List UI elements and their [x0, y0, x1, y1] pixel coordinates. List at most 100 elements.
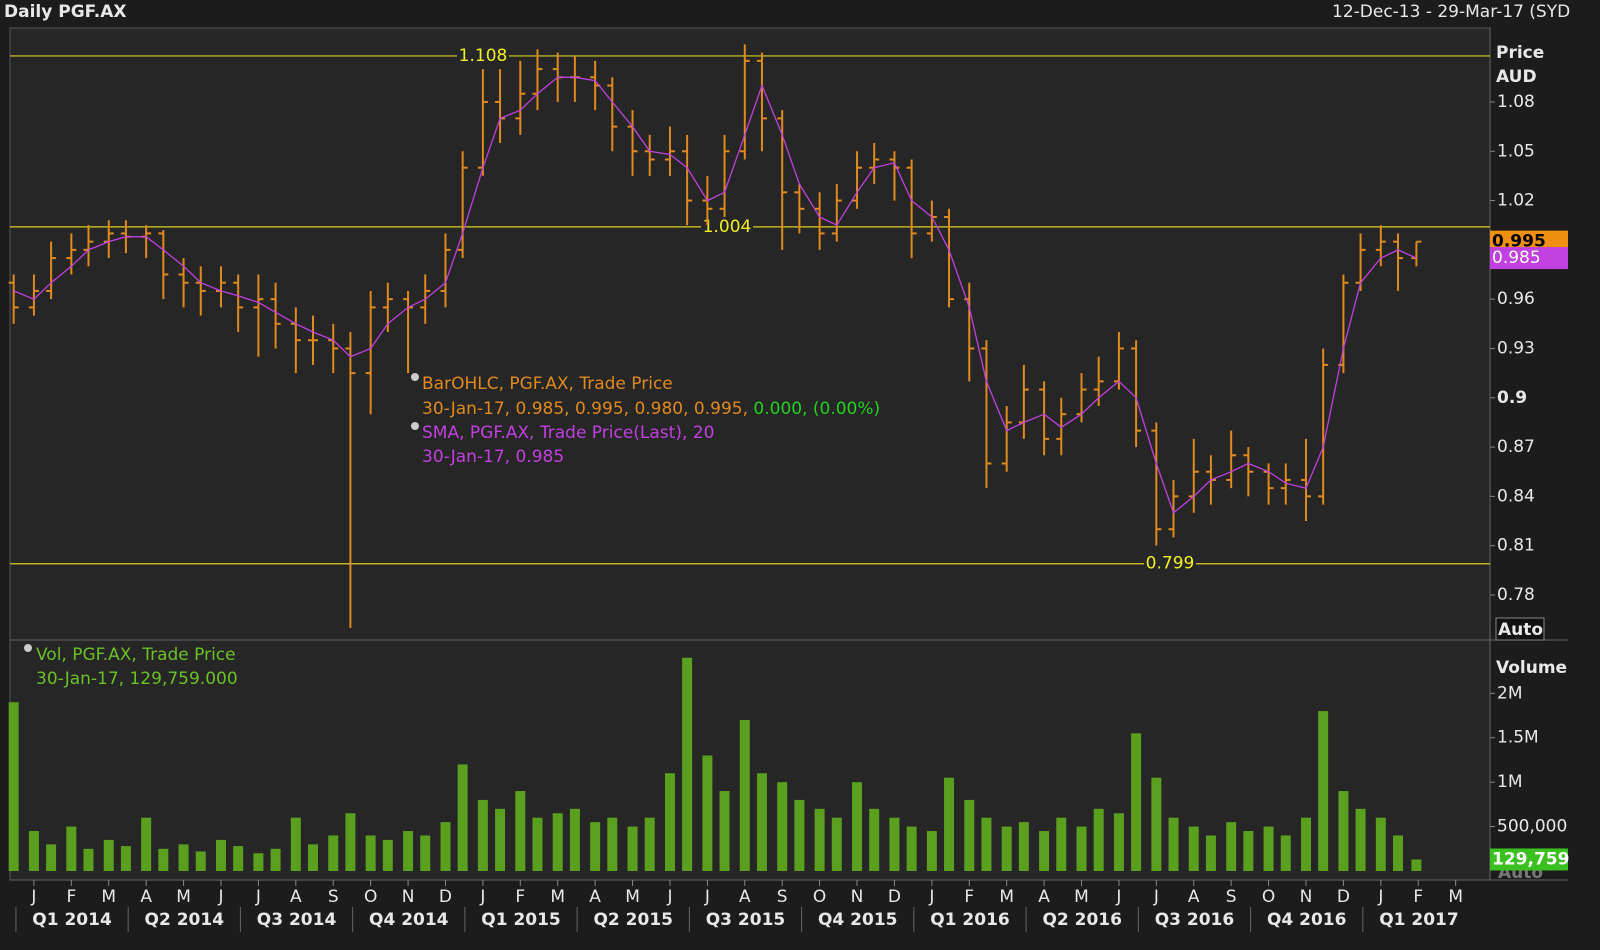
axis-title: Price — [1496, 43, 1544, 63]
volume-bar — [869, 808, 880, 871]
volume-bar — [120, 846, 131, 871]
y-tick-label: 1M — [1497, 772, 1522, 792]
volume-bar — [83, 848, 94, 871]
axis-unit: AUD — [1496, 67, 1537, 87]
sma-line — [13, 76, 1417, 514]
volume-bar — [1300, 817, 1311, 871]
reference-label-bg — [1144, 553, 1196, 574]
quarter-label: Q1 2016 — [930, 910, 1010, 930]
volume-bar — [1151, 777, 1162, 871]
x-tick-label: N — [1300, 887, 1313, 907]
x-tick-label: A — [140, 887, 152, 907]
volume-bar — [495, 808, 506, 871]
legend-handle[interactable] — [411, 373, 419, 381]
volume-bar — [702, 755, 713, 871]
x-tick-label: J — [30, 887, 36, 907]
x-tick-label: A — [589, 887, 601, 907]
volume-bar — [1338, 791, 1349, 871]
volume-bar — [158, 848, 169, 871]
volume-bar — [215, 839, 226, 871]
volume-bar — [664, 773, 675, 871]
volume-bar — [345, 813, 356, 871]
axis-mode-box[interactable] — [1495, 617, 1545, 641]
quarter-label: Q4 2016 — [1267, 910, 1347, 930]
y-tick-label: 0.87 — [1497, 437, 1535, 457]
reference-label: 0.799 — [1146, 554, 1195, 574]
plot-area — [9, 27, 1491, 881]
x-tick-label: M — [1448, 887, 1463, 907]
legend-label: BarOHLC, PGF.AX, Trade Price — [422, 374, 673, 394]
volume-bar — [1243, 831, 1254, 871]
volume-bar — [644, 817, 655, 871]
x-tick-label: M — [1074, 887, 1089, 907]
last-value-label: 0.995 — [1492, 232, 1546, 252]
x-tick-label: O — [1262, 887, 1275, 907]
volume-bar — [1168, 817, 1179, 871]
volume-bar — [590, 822, 601, 871]
quarter-label: Q1 2014 — [32, 910, 112, 930]
volume-bar — [1280, 835, 1291, 871]
reference-label: 1.004 — [703, 217, 752, 237]
y-tick-label: 0.9 — [1497, 388, 1527, 408]
volume-bar — [457, 764, 468, 871]
last-value-label: 0.985 — [1492, 248, 1541, 268]
volume-bar — [440, 822, 451, 871]
volume-bar — [141, 817, 152, 871]
volume-bar — [1226, 822, 1237, 871]
volume-bar — [1093, 808, 1104, 871]
x-tick-label: M — [550, 887, 565, 907]
y-tick-label: 0.78 — [1497, 585, 1535, 605]
volume-bar — [66, 826, 77, 871]
volume-bar — [889, 817, 900, 871]
x-tick-label: N — [402, 887, 415, 907]
volume-bar — [1263, 826, 1274, 871]
y-tick-label: 500,000 — [1497, 817, 1567, 837]
volume-bar — [1001, 826, 1012, 871]
x-tick-label: J — [928, 887, 934, 907]
volume-bar — [777, 782, 788, 871]
legend-label: SMA, PGF.AX, Trade Price(Last), 20 — [422, 423, 714, 443]
x-tick-label: F — [515, 887, 525, 907]
quarter-label: Q1 2017 — [1379, 910, 1459, 930]
volume-bar — [515, 791, 526, 871]
y-tick-label: 0.93 — [1497, 338, 1535, 358]
x-tick-label: F — [1413, 887, 1423, 907]
volume-bar — [233, 846, 244, 871]
volume-bar — [552, 813, 563, 871]
axis-mode[interactable]: Auto — [1498, 620, 1543, 640]
x-tick-label: O — [364, 887, 377, 907]
x-tick-label: D — [888, 887, 901, 907]
y-tick-label: 0.96 — [1497, 289, 1535, 309]
x-tick-label: A — [739, 887, 751, 907]
volume-bar — [1188, 826, 1199, 871]
volume-bar — [1411, 859, 1422, 871]
last-value-tag — [1490, 848, 1568, 871]
legend-handle[interactable] — [24, 644, 32, 652]
volume-bar — [944, 777, 955, 871]
x-tick-label: N — [851, 887, 864, 907]
volume-bar — [28, 831, 39, 871]
volume-bar — [1076, 826, 1087, 871]
x-tick-label: M — [101, 887, 116, 907]
legend-detail: 30-Jan-17, 129,759.000 — [36, 669, 238, 689]
volume-bar — [1205, 835, 1216, 871]
volume-bar — [328, 835, 339, 871]
y-tick-label: 2M — [1497, 683, 1522, 703]
legend-detail-values: 30-Jan-17, 0.985, 0.995, 0.980, 0.995, — [422, 399, 748, 419]
quarter-label: Q2 2016 — [1042, 910, 1122, 930]
quarter-label: Q1 2015 — [481, 910, 561, 930]
volume-bar — [477, 799, 488, 871]
volume-bar — [1375, 817, 1386, 871]
volume-bar — [1056, 817, 1067, 871]
quarter-label: Q3 2015 — [706, 910, 786, 930]
x-tick-label: J — [1153, 887, 1159, 907]
legend-detail: 30-Jan-17, 0.985 — [422, 447, 564, 467]
quarter-label: Q2 2014 — [145, 910, 225, 930]
date-range: 12-Dec-13 - 29-Mar-17 (SYD — [1332, 2, 1570, 22]
x-tick-label: O — [813, 887, 826, 907]
legend-handle[interactable] — [411, 422, 419, 430]
volume-bar — [814, 808, 825, 871]
y-tick-label: 1.08 — [1497, 92, 1535, 112]
x-tick-label: S — [328, 887, 339, 907]
y-tick-label: 1.5M — [1497, 728, 1539, 748]
